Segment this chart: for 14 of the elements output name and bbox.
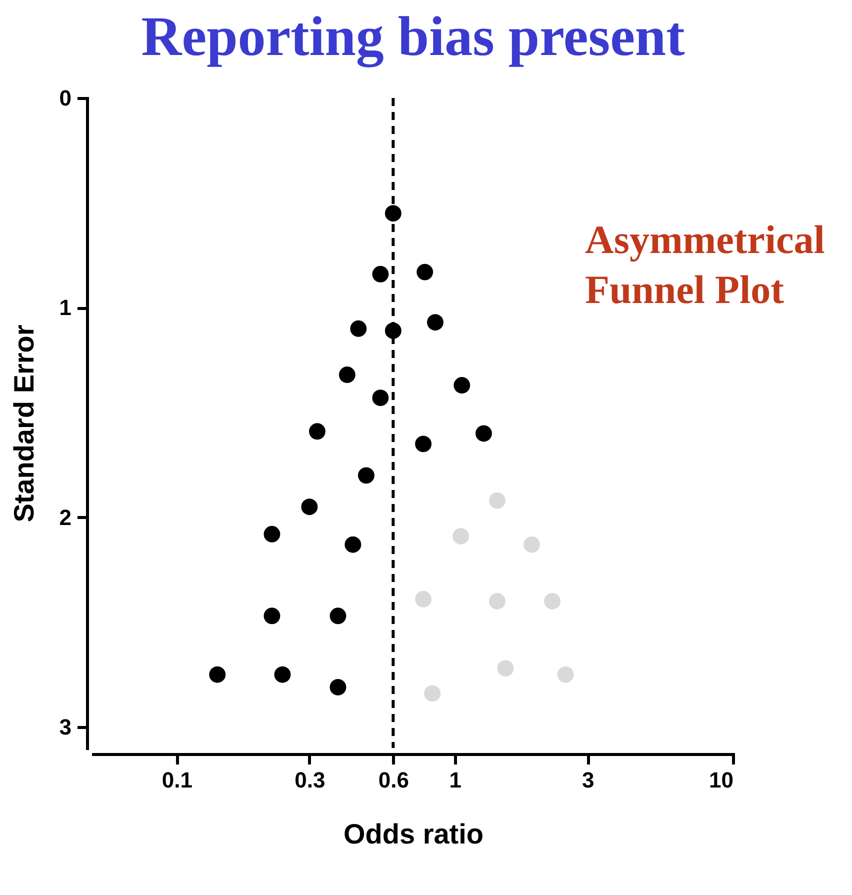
- annotation: Asymmetrical Funnel Plot: [585, 216, 826, 314]
- x-tick-label: 3: [582, 768, 594, 792]
- y-tick-label: 2: [59, 504, 72, 530]
- x-tick-label: 1: [449, 768, 462, 792]
- x-tick-label: 0.1: [162, 768, 193, 792]
- y-tick-label: 1: [59, 295, 72, 320]
- y-tick-label: 3: [59, 714, 72, 740]
- y-tick-label: 0: [59, 86, 72, 110]
- x-axis-title: Odds ratio: [343, 818, 484, 850]
- chart-title: Reporting bias present: [141, 6, 686, 68]
- x-tick-label: 0.6: [378, 768, 409, 792]
- x-tick-label: 10: [709, 768, 734, 792]
- y-axis-title: Standard Error: [8, 324, 40, 522]
- x-tick-label: 0.3: [294, 768, 326, 792]
